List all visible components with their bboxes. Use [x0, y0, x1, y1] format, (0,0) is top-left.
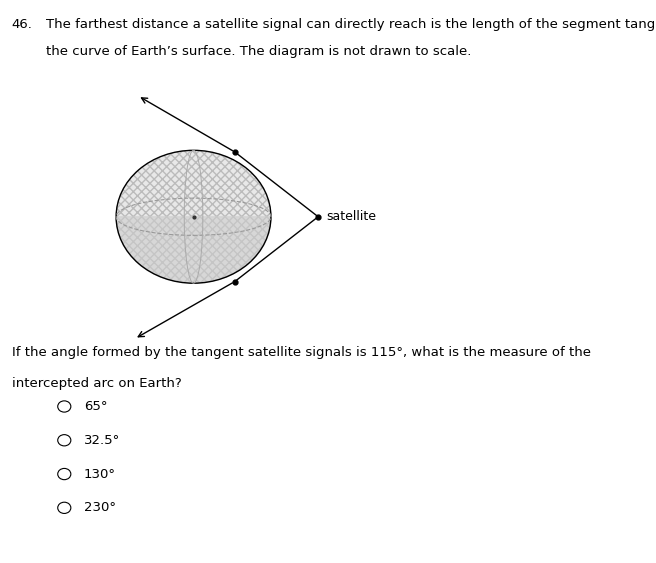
Circle shape: [58, 468, 71, 480]
Circle shape: [58, 401, 71, 412]
Text: 32.5°: 32.5°: [84, 434, 120, 447]
Text: the curve of Earth’s surface. The diagram is not drawn to scale.: the curve of Earth’s surface. The diagra…: [46, 45, 471, 58]
Ellipse shape: [116, 150, 271, 283]
Text: 46.: 46.: [12, 18, 33, 31]
Text: 230°: 230°: [84, 501, 116, 515]
Text: 65°: 65°: [84, 400, 108, 413]
Polygon shape: [116, 217, 271, 283]
Text: satellite: satellite: [326, 210, 376, 224]
Text: If the angle formed by the tangent satellite signals is 115°, what is the measur: If the angle formed by the tangent satel…: [12, 346, 591, 359]
Text: intercepted arc on Earth?: intercepted arc on Earth?: [12, 377, 182, 390]
Text: 130°: 130°: [84, 467, 116, 481]
Circle shape: [58, 435, 71, 446]
Text: The farthest distance a satellite signal can directly reach is the length of the: The farthest distance a satellite signal…: [46, 18, 656, 31]
Circle shape: [58, 502, 71, 513]
